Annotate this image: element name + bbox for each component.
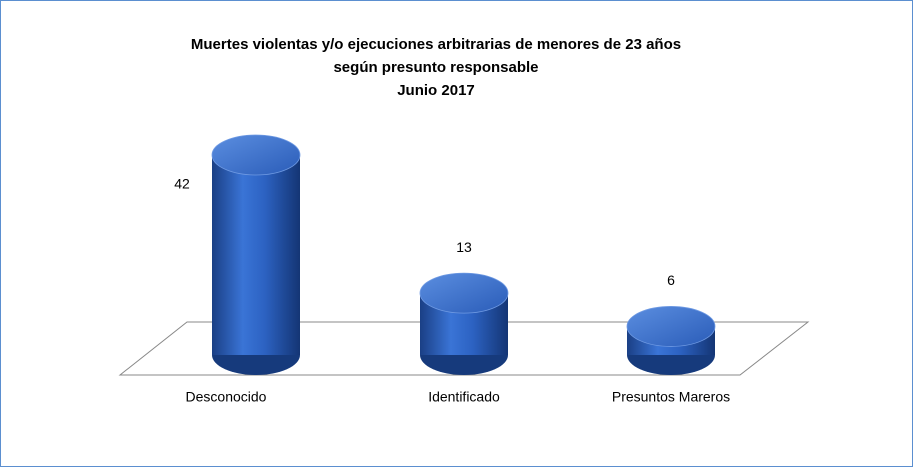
bar: [212, 155, 300, 355]
bar-top: [626, 306, 716, 347]
chart-title: según presunto responsable: [333, 59, 538, 76]
chart-title: Junio 2017: [397, 82, 475, 99]
x-tick-label: Identificado: [428, 389, 500, 405]
bar-top: [211, 134, 301, 176]
x-tick-label: Desconocido: [186, 389, 267, 405]
x-tick-label: Presuntos Mareros: [612, 389, 730, 405]
chart-title: Muertes violentas y/o ejecuciones arbitr…: [191, 36, 681, 53]
bar-top: [419, 272, 509, 314]
data-label: 13: [456, 239, 472, 255]
data-label: 42: [174, 176, 190, 192]
data-label: 6: [667, 272, 675, 288]
